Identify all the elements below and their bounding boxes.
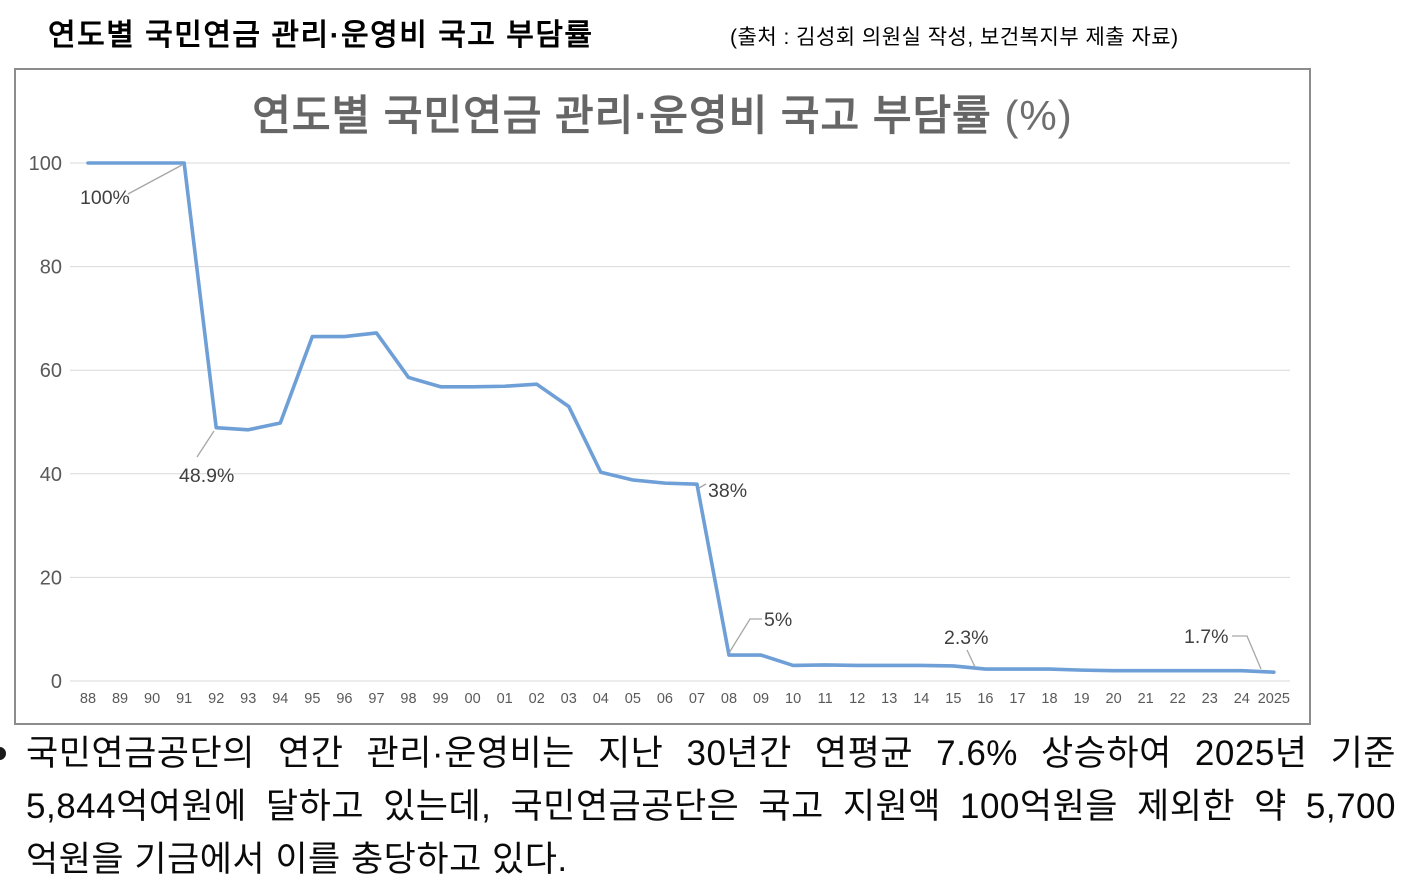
x-axis-tick-label: 03 [561, 691, 577, 707]
x-axis-tick-label: 96 [336, 691, 352, 707]
annotation-label: 2.3% [944, 627, 988, 649]
paragraph-line: 억원을 기금에서 이를 충당하고 있다. [26, 840, 568, 879]
x-axis-tick-label: 18 [1041, 691, 1057, 707]
x-axis-tick-label: 89 [112, 691, 128, 707]
chart-title: 연도별 국민연금 관리·운영비 국고 부담률 (%) [16, 82, 1309, 143]
paragraph-line: 국민연금공단의 연간 관리·운영비는 지난 30년간 연평균 7.6% 상승하여… [26, 734, 1396, 773]
y-axis-tick-label: 40 [40, 464, 62, 486]
y-axis-tick-label: 100 [29, 153, 62, 175]
annotation-leader [127, 164, 183, 195]
paragraph: 국민연금공단의 연간 관리·운영비는 지난 30년간 연평균 7.6% 상승하여… [0, 727, 1396, 886]
chart-title-suffix: (%) [1004, 92, 1073, 139]
annotation-label: 100% [80, 187, 130, 209]
source-note: (출처 : 김성회 의원실 작성, 보건복지부 제출 자료) [730, 26, 1179, 49]
y-axis-tick-label: 80 [40, 257, 62, 279]
x-axis-tick-label: 10 [785, 691, 801, 707]
x-axis-tick-label: 01 [497, 691, 513, 707]
x-axis-tick-label: 88 [80, 691, 96, 707]
annotation-leader [728, 618, 762, 654]
x-axis-tick-label: 20 [1106, 691, 1122, 707]
x-axis-tick-label: 04 [593, 691, 609, 707]
annotation-label: 5% [764, 609, 792, 631]
annotation-leader [966, 649, 976, 668]
x-axis-tick-label: 16 [977, 691, 993, 707]
data-series-line [86, 161, 1276, 674]
x-axis-tick-label: 97 [368, 691, 384, 707]
x-axis-tick-label: 12 [849, 691, 865, 707]
x-axis-tick-label: 09 [753, 691, 769, 707]
x-axis-tick-label: 14 [913, 691, 929, 707]
x-axis-tick-label: 98 [400, 691, 416, 707]
x-axis-tick-label: 22 [1170, 691, 1186, 707]
x-axis-tick-label: 17 [1009, 691, 1025, 707]
x-axis-tick-label: 23 [1202, 691, 1218, 707]
annotation-leader [1232, 635, 1262, 670]
x-axis-tick-label: 11 [818, 691, 833, 707]
annotation-label: 38% [708, 480, 747, 502]
page-title: 연도별 국민연금 관리·운영비 국고 부담률 [48, 19, 594, 52]
x-axis-tick-label: 99 [432, 691, 448, 707]
x-axis-tick-label: 19 [1073, 691, 1089, 707]
chart-panel: 0 20 40 60 80 100 88 89 90 91 92 93 94 95 96 97 98 99 00 01… [14, 68, 1311, 725]
x-axis-tick-label: 07 [689, 691, 705, 707]
y-axis-tick-label: 0 [51, 671, 62, 693]
x-axis-tick-label: 21 [1138, 691, 1154, 707]
x-axis-tick-label: 24 [1234, 691, 1250, 707]
annotation-leader [196, 430, 215, 458]
paragraph-line: 5,844억여원에 달하고 있는데, 국민연금공단은 국고 지원액 100억원을… [26, 787, 1396, 826]
x-axis-tick-label: 00 [465, 691, 481, 707]
annotation-label: 1.7% [1184, 626, 1228, 648]
x-axis-tick-label: 94 [272, 691, 288, 707]
x-axis-tick-label: 05 [625, 691, 641, 707]
x-axis-tick-label: 2025 [1258, 691, 1290, 707]
x-axis-tick-label: 92 [208, 691, 224, 707]
annotation-label: 48.9% [179, 465, 234, 487]
y-axis-tick-label: 60 [40, 360, 62, 382]
x-axis-tick-label: 02 [529, 691, 545, 707]
x-axis-tick-label: 90 [144, 691, 160, 707]
x-axis-tick-label: 93 [240, 691, 256, 707]
x-axis-tick-label: 13 [881, 691, 897, 707]
x-axis-tick-label: 91 [176, 691, 192, 707]
x-axis-tick-label: 15 [945, 691, 961, 707]
y-axis-tick-label: 20 [40, 567, 62, 589]
bullet-marker [0, 747, 6, 760]
chart-title-main: 연도별 국민연금 관리·운영비 국고 부담률 [252, 92, 992, 139]
annotation-leader [698, 483, 707, 489]
x-axis-tick-label: 06 [657, 691, 673, 707]
x-axis-tick-label: 08 [721, 691, 737, 707]
x-axis-tick-label: 95 [304, 691, 320, 707]
